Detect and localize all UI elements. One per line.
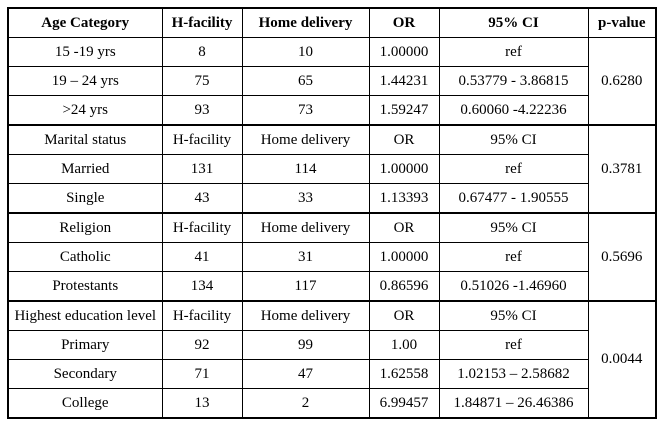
table-cell: College	[7, 388, 163, 419]
table-cell: 1.00000	[368, 37, 440, 67]
table-cell: 1.00000	[368, 242, 440, 272]
table-cell: Single	[7, 183, 163, 214]
table-cell: 1.62558	[368, 359, 440, 389]
header-row: Age Category H-facility Home delivery OR…	[7, 7, 657, 38]
section-header-cell: 95% CI	[438, 300, 589, 331]
table-cell: 73	[241, 95, 370, 126]
table-cell: 134	[161, 271, 243, 302]
table-cell: 92	[161, 330, 243, 360]
table-cell: 65	[241, 66, 370, 96]
table-cell: 0.60060 -4.22236	[438, 95, 589, 126]
table-cell: 114	[241, 154, 370, 184]
table-cell: ref	[438, 154, 589, 184]
table-cell: ref	[438, 330, 589, 360]
table-cell: 15 -19 yrs	[7, 37, 163, 67]
table-cell: Protestants	[7, 271, 163, 302]
table-cell: 75	[161, 66, 243, 96]
table-cell: >24 yrs	[7, 95, 163, 126]
table-cell: 2	[241, 388, 370, 419]
p-value-cell: 0.5696	[587, 212, 657, 302]
section-header-cell: H-facility	[161, 300, 243, 331]
table-cell: 8	[161, 37, 243, 67]
table-row: Single 43 33 1.13393 0.67477 - 1.90555	[7, 183, 656, 214]
p-value-cell: 0.3781	[587, 124, 657, 214]
p-value-cell: 0.0044	[587, 300, 657, 419]
table-cell: 19 – 24 yrs	[7, 66, 163, 96]
column-header-age-category: Age Category	[7, 7, 163, 38]
table-cell: 1.00	[368, 330, 440, 360]
table-cell: 131	[161, 154, 243, 184]
table-cell: 0.51026 -1.46960	[438, 271, 589, 302]
section-header-row: Marital status H-facility Home delivery …	[7, 124, 657, 214]
table-cell: 41	[161, 242, 243, 272]
table-cell: 6.99457	[368, 388, 440, 419]
column-header-95-ci: 95% CI	[438, 7, 589, 38]
table-cell: Married	[7, 154, 163, 184]
table-cell: Primary	[7, 330, 163, 360]
table-cell: 13	[161, 388, 243, 419]
table-cell: 47	[241, 359, 370, 389]
table-cell: 1.00000	[368, 154, 440, 184]
table-cell: 71	[161, 359, 243, 389]
table-cell: 99	[241, 330, 370, 360]
section-header-cell: Home delivery	[241, 124, 370, 155]
table-row: Catholic 41 31 1.00000 ref	[7, 242, 656, 272]
section-header-cell: Home delivery	[241, 300, 370, 331]
table-cell: 0.53779 - 3.86815	[438, 66, 589, 96]
table-cell: 1.84871 – 26.46386	[438, 388, 589, 419]
section-header-cell: OR	[368, 300, 440, 331]
table-row: Protestants 134 117 0.86596 0.51026 -1.4…	[7, 271, 656, 302]
section-header-cell: 95% CI	[438, 212, 589, 243]
section-header-row: Highest education level H-facility Home …	[7, 300, 657, 419]
table-cell: 93	[161, 95, 243, 126]
section-header-cell: 95% CI	[438, 124, 589, 155]
table-cell: 10	[241, 37, 370, 67]
section-header-cell: OR	[368, 124, 440, 155]
table-cell: 0.67477 - 1.90555	[438, 183, 589, 214]
section-header-cell: Marital status	[7, 124, 163, 155]
table-cell: 1.44231	[368, 66, 440, 96]
section-header-cell: Religion	[7, 212, 163, 243]
section-header-cell: OR	[368, 212, 440, 243]
section-header-cell: Highest education level	[7, 300, 163, 331]
column-header-p-value: p-value	[587, 7, 657, 38]
table-row: Married 131 114 1.00000 ref	[7, 154, 656, 184]
statistics-table: Age Category H-facility Home delivery OR…	[7, 7, 657, 419]
table-row: Secondary 71 47 1.62558 1.02153 – 2.5868…	[7, 359, 656, 389]
table-cell: ref	[438, 37, 589, 67]
table-cell: 1.02153 – 2.58682	[438, 359, 589, 389]
column-header-h-facility: H-facility	[161, 7, 243, 38]
table-cell: 33	[241, 183, 370, 214]
column-header-or: OR	[368, 7, 440, 38]
section-header-cell: H-facility	[161, 124, 243, 155]
table-cell: Catholic	[7, 242, 163, 272]
section-header-row: Religion H-facility Home delivery OR 95%…	[7, 212, 657, 302]
table-cell: 1.59247	[368, 95, 440, 126]
table-cell: Secondary	[7, 359, 163, 389]
table-cell: 31	[241, 242, 370, 272]
column-header-home-delivery: Home delivery	[241, 7, 370, 38]
section-header-cell: H-facility	[161, 212, 243, 243]
table-cell: 43	[161, 183, 243, 214]
table-row: 19 – 24 yrs 75 65 1.44231 0.53779 - 3.86…	[7, 66, 656, 96]
table-row: 15 -19 yrs 8 10 1.00000 ref 0.6280	[7, 37, 657, 126]
table-row: College 13 2 6.99457 1.84871 – 26.46386	[7, 388, 656, 419]
table-cell: 117	[241, 271, 370, 302]
table-cell: 1.13393	[368, 183, 440, 214]
table-row: Primary 92 99 1.00 ref	[7, 330, 656, 360]
table-row: >24 yrs 93 73 1.59247 0.60060 -4.22236	[7, 95, 656, 126]
section-header-cell: Home delivery	[241, 212, 370, 243]
p-value-cell: 0.6280	[587, 37, 657, 126]
table-cell: ref	[438, 242, 589, 272]
table-cell: 0.86596	[368, 271, 440, 302]
